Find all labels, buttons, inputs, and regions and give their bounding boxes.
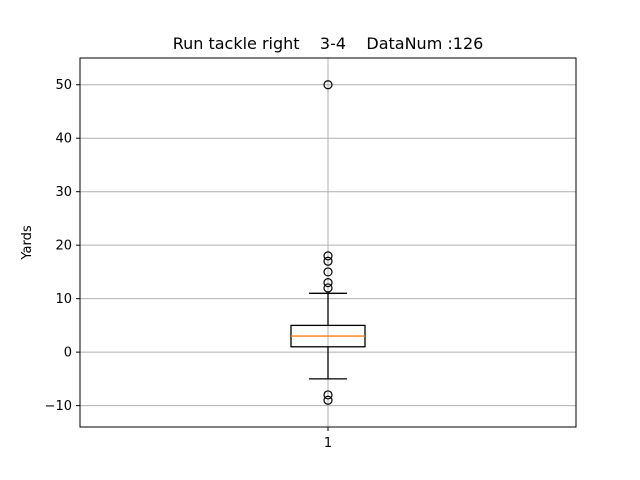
y-tick-label: 20	[55, 239, 72, 254]
outlier-point	[323, 395, 333, 405]
y-tick-label: 40	[55, 132, 72, 147]
outlier-point	[323, 283, 333, 293]
tick-layer: −10 0 10 20 30 40 50 1	[45, 78, 333, 451]
y-tick-label: 10	[55, 292, 72, 307]
plot-layer	[290, 80, 366, 405]
outlier-point	[323, 80, 333, 90]
outlier-point	[323, 267, 333, 277]
outlier-point	[323, 278, 333, 288]
outlier-point	[323, 251, 333, 261]
y-tick-label: −10	[45, 399, 72, 414]
x-tick-label: 1	[324, 436, 332, 451]
outlier-point	[323, 256, 333, 266]
y-tick-label: 30	[55, 185, 72, 200]
y-tick-label: 50	[55, 78, 72, 93]
chart-title: Run tackle right 3-4 DataNum :126	[173, 34, 484, 53]
outlier-point	[323, 390, 333, 400]
y-tick-label: 0	[64, 346, 72, 361]
y-axis-label: Yards	[20, 225, 35, 260]
